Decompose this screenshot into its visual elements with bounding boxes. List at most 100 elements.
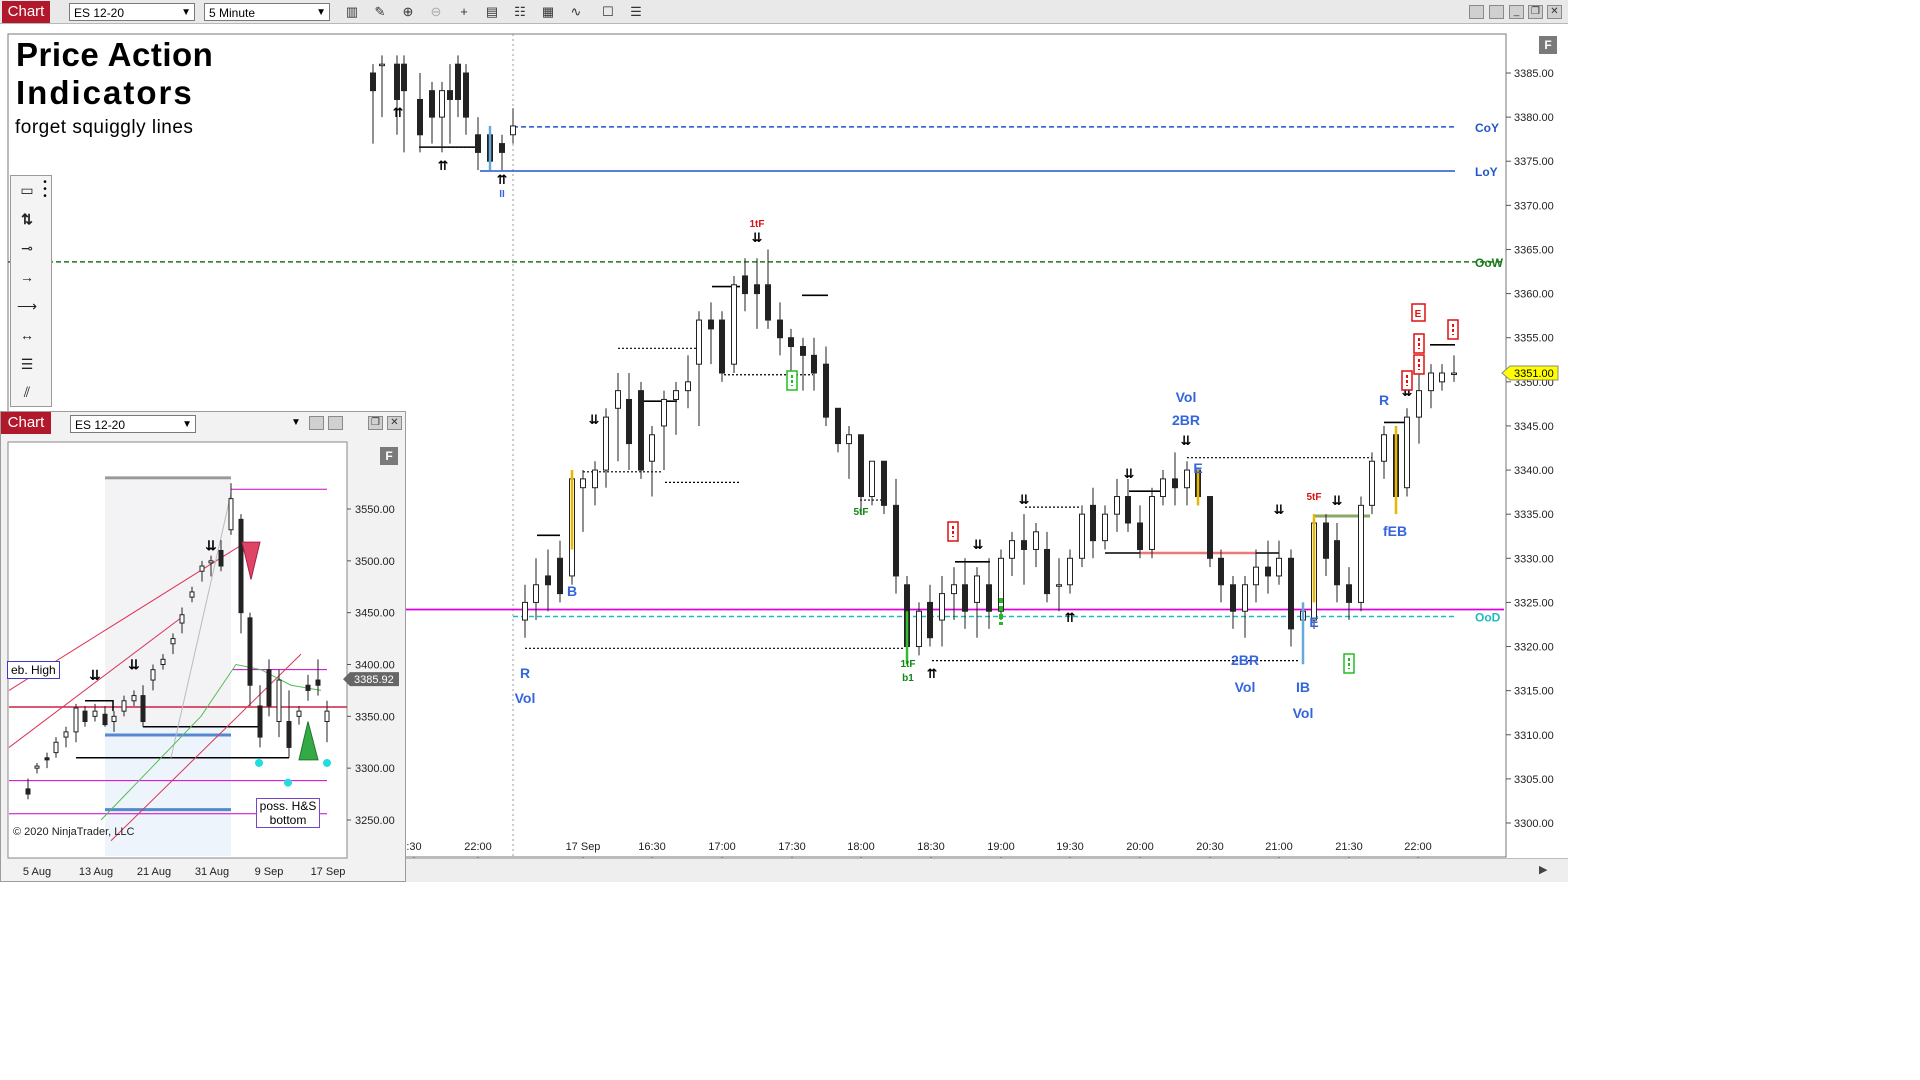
line-icon[interactable]: ⊸ bbox=[21, 240, 33, 256]
inset-chart-tab[interactable]: Chart bbox=[1, 412, 51, 434]
y-tick-label: 3340.00 bbox=[1514, 465, 1554, 477]
inset-candle-body bbox=[82, 710, 88, 723]
inset-f-button[interactable]: F bbox=[380, 447, 398, 465]
inset-y-tick-label: 3250.00 bbox=[355, 815, 395, 827]
list-icon[interactable]: ☰ bbox=[630, 4, 642, 19]
candle-body bbox=[1207, 496, 1213, 559]
candle-body bbox=[800, 346, 806, 356]
candle-body bbox=[1381, 434, 1387, 462]
y-tick-label: 3320.00 bbox=[1514, 642, 1554, 654]
candle-body bbox=[1288, 557, 1294, 630]
crosshair-icon[interactable]: + bbox=[460, 4, 468, 19]
annotation-label: II bbox=[499, 189, 505, 200]
indicators-icon[interactable]: ∿ bbox=[570, 4, 582, 19]
data-box-icon[interactable]: ☐ bbox=[602, 4, 614, 19]
candle-body bbox=[401, 63, 407, 92]
candle-body bbox=[394, 63, 400, 100]
gray-trend-line bbox=[170, 493, 232, 758]
candle-body bbox=[1160, 478, 1166, 498]
chart-tab[interactable]: Chart bbox=[2, 1, 50, 23]
annotation-label: Vol bbox=[1235, 679, 1256, 695]
inset-x-tick-label: 31 Aug bbox=[195, 866, 229, 878]
candle-body bbox=[592, 469, 598, 489]
tile-alt-icon[interactable] bbox=[1489, 5, 1504, 19]
ruler-icon[interactable]: ▭ bbox=[20, 182, 34, 198]
properties-icon[interactable]: ▤ bbox=[485, 4, 499, 19]
zoom-out-icon[interactable]: ⊖ bbox=[430, 4, 442, 19]
x-tick-label: 18:30 bbox=[917, 841, 945, 853]
inset-candle-body bbox=[305, 684, 311, 691]
inset-tile-icon[interactable] bbox=[309, 416, 324, 430]
horizontal-scrollbar[interactable]: ▶ bbox=[406, 858, 1568, 882]
hs-bottom-line-2: bottom bbox=[269, 813, 307, 827]
diagonal-lines-icon[interactable]: ⫽ bbox=[23, 384, 31, 400]
interval-select[interactable]: 5 Minute ▼ bbox=[204, 3, 330, 21]
inset-minimize-button[interactable] bbox=[328, 416, 343, 430]
inset-candle-body bbox=[266, 669, 272, 707]
tile-icon[interactable] bbox=[1469, 5, 1484, 19]
candle-body bbox=[835, 407, 841, 445]
candle-body bbox=[1416, 390, 1422, 418]
candle-body bbox=[696, 319, 702, 365]
inset-y-tick-label: 3500.00 bbox=[355, 556, 395, 568]
inset-x-tick-label: 21 Aug bbox=[137, 866, 171, 878]
dropdown-icon[interactable]: ▼ bbox=[291, 417, 301, 428]
double-up-arrow-icon: ⇈ bbox=[927, 667, 938, 682]
inset-candle-body bbox=[170, 638, 176, 645]
candle-body bbox=[1242, 584, 1248, 612]
pencil-icon[interactable]: ✎ bbox=[374, 4, 386, 19]
extended-line-icon[interactable]: ⟶ bbox=[16, 298, 38, 314]
candle-body bbox=[916, 610, 922, 648]
inset-close-button[interactable]: ✕ bbox=[387, 416, 402, 430]
candle-body bbox=[1137, 522, 1143, 550]
double-down-arrow-icon: ⇊ bbox=[1124, 467, 1135, 482]
ray-icon[interactable]: → bbox=[20, 269, 34, 285]
restore-button[interactable]: ❐ bbox=[1528, 5, 1543, 19]
candle-body bbox=[417, 98, 423, 136]
candle-body bbox=[1218, 557, 1224, 586]
inset-candle-body bbox=[92, 710, 98, 717]
templates-icon[interactable]: ☷ bbox=[514, 4, 526, 19]
annotation-label: Vol bbox=[1293, 705, 1314, 721]
inset-chart-window: Chart ES 12-20 ▼ ▼ ❐ ✕ 3550.00 3500.00 3450… bbox=[0, 411, 406, 882]
zoom-in-icon[interactable]: ⊕ bbox=[402, 4, 414, 19]
buy-triangle-icon bbox=[298, 721, 319, 761]
minimize-button[interactable]: _ bbox=[1509, 5, 1524, 19]
inset-candle-body bbox=[53, 741, 59, 754]
inset-instrument-select[interactable]: ES 12-20 ▼ bbox=[70, 415, 196, 433]
bar-type-icon[interactable]: ▥ bbox=[345, 4, 359, 19]
title-line-1: Price Action bbox=[16, 36, 214, 73]
annotation-label: b1 bbox=[902, 673, 914, 684]
double-down-arrow-icon: ⇊ bbox=[128, 658, 140, 674]
inset-restore-button[interactable]: ❐ bbox=[368, 416, 383, 430]
instrument-select[interactable]: ES 12-20 ▼ bbox=[69, 3, 195, 21]
scroll-right-icon[interactable]: ▶ bbox=[1539, 864, 1548, 876]
x-tick-label: 17:00 bbox=[708, 841, 736, 853]
inset-y-tick-label: 3400.00 bbox=[355, 660, 395, 672]
candle-body bbox=[455, 63, 461, 100]
feb-high-label: eb. High bbox=[7, 661, 60, 679]
candle-body bbox=[1428, 372, 1434, 392]
candle-body bbox=[881, 460, 887, 506]
y-tick-label: 3300.00 bbox=[1514, 818, 1554, 830]
double-up-arrow-icon: ⇈ bbox=[393, 106, 404, 121]
double-down-arrow-icon: ⇊ bbox=[973, 538, 984, 553]
more-tools-icon[interactable]: • • • bbox=[43, 177, 47, 202]
inset-daily-chart[interactable]: 3550.00 3500.00 3450.00 3400.00 3350.00 3300.… bbox=[1, 436, 405, 882]
close-button[interactable]: ✕ bbox=[1547, 5, 1562, 19]
candle-body bbox=[893, 504, 899, 577]
risk-reward-icon[interactable]: ⇅ bbox=[21, 211, 33, 227]
f-button[interactable]: F bbox=[1539, 36, 1557, 54]
annotation-label: 2BR bbox=[1231, 652, 1259, 668]
chevron-down-icon: ▼ bbox=[182, 419, 192, 430]
level-label-ood: OoD bbox=[1475, 611, 1501, 625]
candle-body bbox=[986, 584, 992, 612]
arrow-line-icon[interactable]: ↔ bbox=[20, 327, 34, 343]
double-up-arrow-icon: ⇈ bbox=[438, 159, 449, 174]
annotation-label: Vol bbox=[515, 690, 536, 706]
horizontal-lines-icon[interactable]: ☰ bbox=[20, 356, 34, 372]
moving-average-line bbox=[100, 663, 322, 821]
candle-body bbox=[998, 557, 1004, 612]
inset-candle-body bbox=[315, 679, 321, 686]
strategies-icon[interactable]: ▦ bbox=[541, 4, 555, 19]
